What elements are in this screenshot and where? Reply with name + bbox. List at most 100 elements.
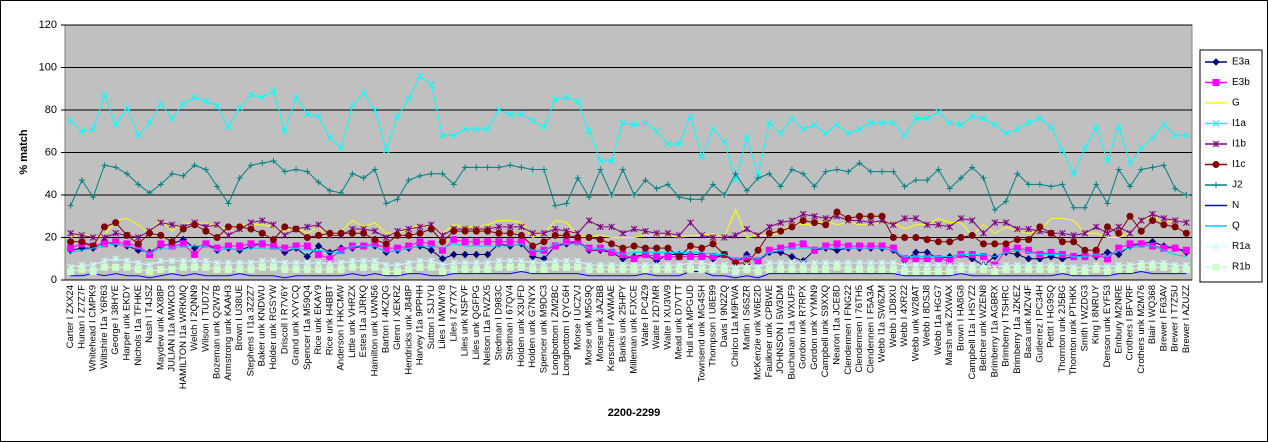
marker <box>517 263 525 271</box>
marker <box>146 229 154 237</box>
marker <box>766 170 773 177</box>
marker <box>281 127 289 135</box>
marker <box>405 242 413 250</box>
x-tick-label: Crothers unk M2M76 <box>1136 285 1147 374</box>
marker <box>247 219 255 226</box>
marker <box>247 91 255 99</box>
x-tick-label: Carter I ZXX24 <box>65 285 76 348</box>
series-line <box>70 213 1187 239</box>
marker <box>777 219 784 226</box>
marker <box>856 212 864 220</box>
marker <box>766 223 773 231</box>
legend-label: N <box>1232 200 1239 211</box>
marker <box>484 125 491 133</box>
marker <box>901 234 909 241</box>
marker <box>889 244 897 252</box>
marker <box>247 240 255 248</box>
x-tick-label: Clendennen I FNG22 <box>843 285 854 375</box>
marker <box>653 127 661 135</box>
marker <box>236 259 244 267</box>
marker <box>416 229 424 237</box>
marker <box>383 200 390 207</box>
marker <box>889 234 897 241</box>
marker <box>146 261 153 269</box>
marker <box>213 221 221 229</box>
marker <box>236 223 244 231</box>
marker <box>664 181 671 188</box>
marker <box>788 259 796 267</box>
marker <box>698 259 706 267</box>
marker <box>427 246 435 254</box>
legend <box>1199 49 1263 283</box>
x-tick-label: Brewer I F63AV <box>1158 284 1169 351</box>
marker <box>1213 182 1219 188</box>
marker <box>822 215 830 222</box>
marker <box>1036 181 1043 188</box>
marker <box>1182 229 1190 237</box>
marker <box>1171 132 1179 139</box>
x-tick-label: Hunan I Z7Z7F <box>76 285 87 349</box>
marker <box>179 225 187 233</box>
marker <box>901 268 909 275</box>
marker <box>67 268 75 275</box>
marker <box>799 210 807 218</box>
marker <box>1003 198 1010 205</box>
marker <box>1126 212 1134 220</box>
marker <box>281 168 288 175</box>
marker <box>540 229 548 237</box>
marker <box>980 253 988 261</box>
marker <box>630 121 638 129</box>
x-tick-label: Thompson I U8E99 <box>708 285 719 367</box>
marker <box>506 110 514 118</box>
marker <box>518 257 525 265</box>
marker <box>382 261 390 269</box>
x-tick-label: Anderson I HKCMW <box>336 285 347 371</box>
x-tick-label: Campbell I1a I HSYZ2 <box>967 285 978 380</box>
y-tick-label: 0 <box>51 274 57 286</box>
marker <box>777 244 785 252</box>
marker <box>675 232 683 239</box>
legend-label: I1b <box>1232 139 1246 150</box>
x-tick-label: Brown I U38UE <box>234 285 245 350</box>
marker <box>495 229 503 237</box>
marker <box>417 172 424 179</box>
marker <box>619 119 627 127</box>
marker <box>844 265 852 273</box>
marker <box>495 257 503 265</box>
x-tick-label: Webb I 4XR22 <box>899 285 910 347</box>
marker <box>405 225 413 233</box>
marker <box>957 234 965 241</box>
marker <box>123 104 131 112</box>
marker <box>980 175 987 181</box>
x-tick-label: Davis I 9N2ZQ <box>719 285 730 347</box>
marker <box>1138 166 1145 173</box>
marker <box>371 166 378 173</box>
x-tick-label: Pettit I HG9SQ <box>1046 285 1057 348</box>
marker <box>540 238 548 246</box>
marker <box>461 259 469 267</box>
marker <box>1081 229 1089 237</box>
marker <box>462 164 469 171</box>
x-tick-label: Smith I WZDG3 <box>1079 285 1090 352</box>
marker <box>946 238 954 246</box>
marker <box>224 223 232 231</box>
marker <box>259 160 266 167</box>
marker <box>1070 170 1078 178</box>
marker <box>258 229 266 237</box>
x-tick-label: Campbell unk S9XXQ <box>820 285 831 377</box>
marker <box>867 265 875 273</box>
marker <box>506 257 514 265</box>
marker <box>281 244 289 252</box>
marker <box>157 231 165 239</box>
marker <box>619 229 627 237</box>
marker <box>968 217 976 224</box>
marker <box>675 140 683 148</box>
marker <box>123 263 131 271</box>
x-tick-label: Buchanan I1a WXUF9 <box>786 285 797 380</box>
marker <box>315 231 323 239</box>
marker <box>258 263 266 271</box>
marker <box>270 257 277 265</box>
marker <box>405 259 413 267</box>
y-axis-title: % match <box>18 129 30 175</box>
marker <box>1212 243 1220 250</box>
